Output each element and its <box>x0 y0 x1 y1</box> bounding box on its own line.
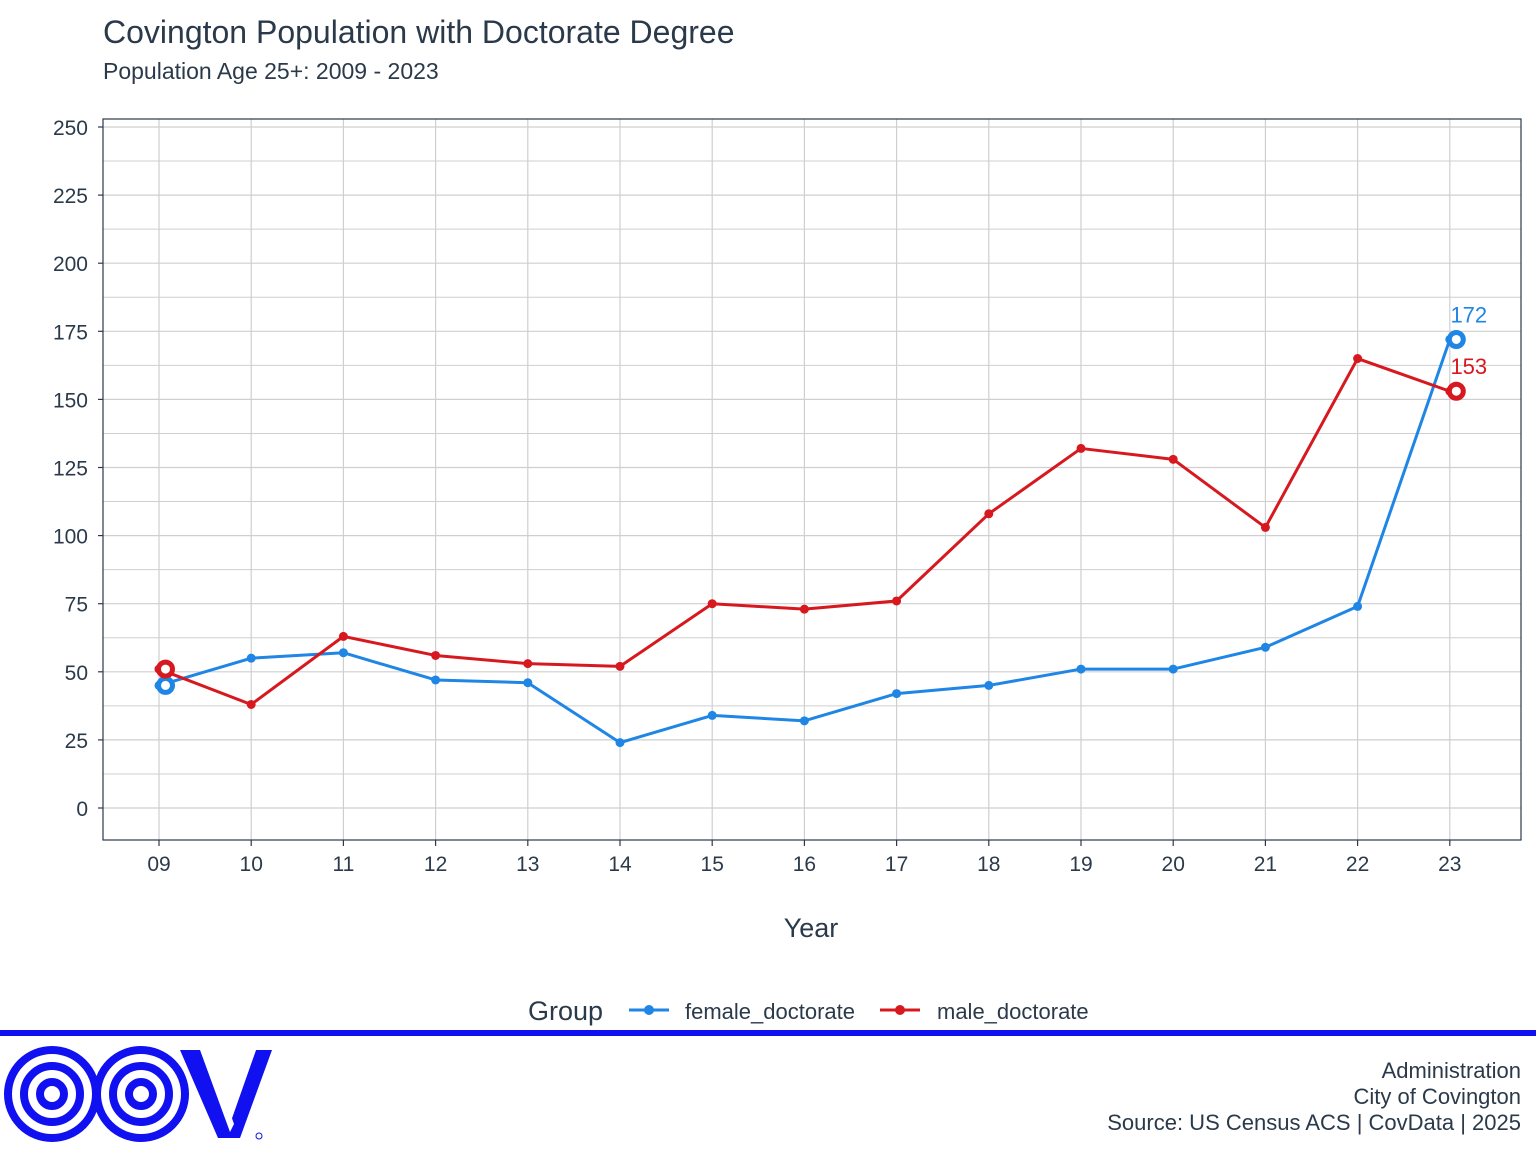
data-point-female-doctorate <box>246 653 256 663</box>
x-tick-label: 18 <box>977 853 1000 876</box>
end-value-label-male-doctorate: 153 <box>1450 354 1487 379</box>
x-tick-label: 15 <box>701 853 724 876</box>
y-tick-label: 225 <box>53 185 88 208</box>
endpoint-marker-male-doctorate <box>1446 381 1466 401</box>
y-tick-label: 100 <box>53 526 88 549</box>
x-axis-title: Year <box>784 913 839 943</box>
series-male-doctorate: 153 <box>154 354 1487 709</box>
data-point-female-doctorate <box>338 648 348 658</box>
data-point-female-doctorate <box>892 689 902 699</box>
line-chart: 0 25 50 75 100 125 150 175 200 225 250 09 10 11 12 13 14… <box>53 117 1522 943</box>
x-tick-label: 23 <box>1438 853 1461 876</box>
data-point-female-doctorate <box>1353 601 1363 611</box>
axis-ticks: 0 25 50 75 100 125 150 175 200 225 250 09 10 11 12 13 14… <box>53 117 1462 876</box>
x-tick-label: 11 <box>332 853 354 876</box>
legend: Group female_doctorate male_doctorate <box>0 992 1536 1032</box>
footer-source: Source: US Census ACS | CovData | 2025 <box>1107 1110 1521 1135</box>
x-tick-label: 14 <box>608 853 632 876</box>
data-point-female-doctorate <box>707 710 717 720</box>
y-tick-label: 175 <box>53 321 88 344</box>
cov-logo-icon <box>4 1046 272 1142</box>
data-point-female-doctorate <box>615 738 625 748</box>
y-tick-label: 0 <box>76 798 88 821</box>
data-point-female-doctorate <box>1260 642 1270 652</box>
chart-title: Covington Population with Doctorate Degr… <box>103 14 735 50</box>
footer-divider <box>0 1030 1536 1036</box>
chart-subtitle: Population Age 25+: 2009 - 2023 <box>103 58 439 84</box>
legend-key-female <box>629 1005 669 1015</box>
y-tick-label: 75 <box>65 594 88 617</box>
data-point-male-doctorate <box>1076 443 1086 453</box>
footer-city: City of Covington <box>1353 1084 1521 1109</box>
data-point-male-doctorate <box>615 661 625 671</box>
y-tick-label: 200 <box>53 253 88 276</box>
data-point-female-doctorate <box>1076 664 1086 674</box>
data-point-male-doctorate <box>1353 354 1363 364</box>
data-point-male-doctorate <box>246 699 256 709</box>
x-tick-label: 16 <box>793 853 816 876</box>
y-tick-label: 125 <box>53 458 88 481</box>
legend-label-male: male_doctorate <box>937 999 1089 1024</box>
y-tick-label: 250 <box>53 117 88 140</box>
data-point-female-doctorate <box>523 678 533 688</box>
y-tick-label: 150 <box>53 389 88 412</box>
data-point-male-doctorate <box>1168 454 1178 464</box>
data-point-female-doctorate <box>984 680 994 690</box>
data-point-male-doctorate <box>338 631 348 641</box>
data-point-male-doctorate <box>431 650 441 660</box>
endpoint-marker-female-doctorate <box>156 675 175 695</box>
end-value-label-female-doctorate: 172 <box>1450 302 1487 327</box>
x-tick-label: 22 <box>1346 853 1369 876</box>
endpoint-marker-female-doctorate <box>1446 329 1466 349</box>
x-tick-label: 12 <box>424 853 447 876</box>
x-tick-label: 21 <box>1254 853 1277 876</box>
footer-department: Administration <box>1381 1058 1521 1083</box>
data-point-male-doctorate <box>523 659 533 669</box>
legend-key-male <box>880 1005 920 1015</box>
x-tick-label: 10 <box>240 853 263 876</box>
y-tick-label: 50 <box>65 662 88 685</box>
data-point-male-doctorate <box>707 599 717 609</box>
data-point-male-doctorate <box>799 604 809 614</box>
x-tick-label: 09 <box>147 853 170 876</box>
grid-lines <box>103 119 1521 840</box>
x-tick-label: 20 <box>1162 853 1185 876</box>
series: 172 153 <box>154 302 1487 748</box>
data-point-male-doctorate <box>892 596 902 606</box>
series-female-doctorate: 172 <box>154 302 1487 748</box>
data-point-female-doctorate <box>799 716 809 726</box>
endpoint-marker-male-doctorate <box>156 659 175 679</box>
data-point-male-doctorate <box>984 509 994 519</box>
plot-border <box>102 118 1522 841</box>
legend-label-female: female_doctorate <box>685 999 855 1024</box>
data-point-female-doctorate <box>431 675 441 685</box>
x-tick-label: 19 <box>1069 853 1092 876</box>
data-point-male-doctorate <box>1260 522 1270 532</box>
y-tick-label: 25 <box>65 730 88 753</box>
x-tick-label: 17 <box>885 853 908 876</box>
x-tick-label: 13 <box>516 853 539 876</box>
footer-credits: Administration City of Covington Source:… <box>1107 1058 1521 1136</box>
data-point-female-doctorate <box>1168 664 1178 674</box>
legend-title: Group <box>528 996 604 1026</box>
